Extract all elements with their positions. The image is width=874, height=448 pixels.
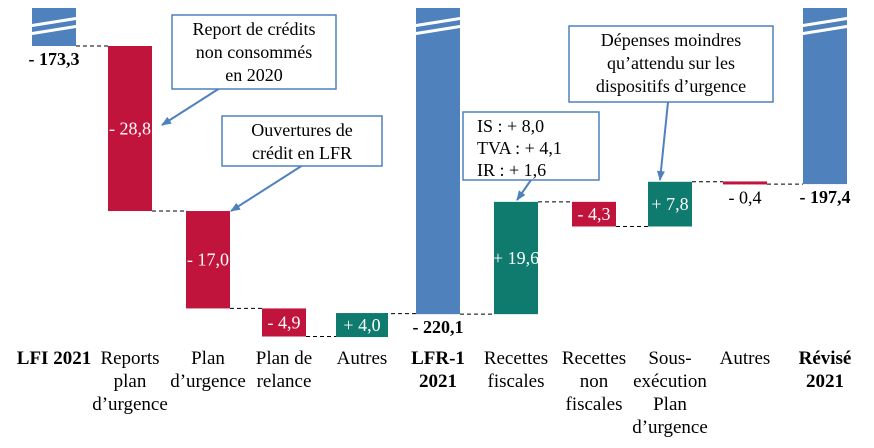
value-label-lfi-2021: - 173,3 [29,49,80,69]
category-label-sous-execution: Sous-exécution Plan d’urgence [632,348,708,438]
value-label-reports-plan-urgence: - 28,8 [109,119,151,139]
annotation-box [171,14,337,90]
value-label-recettes-non-fiscales: - 4,3 [578,204,611,224]
category-label-autres-1: Autres [337,348,388,369]
annotation-text: IS : + 8,0 TVA : + 4,1 IR : + 1,6 [477,116,562,180]
annotation-text: Report de crédits non consommés en 2020 [193,19,316,85]
value-label-autres-1: + 4,0 [343,315,380,335]
value-label-revise-2021: - 197,4 [800,187,851,207]
bar-recettes-fiscales [494,201,538,315]
annotation-ouvertures-credit: Ouvertures de crédit en LFR [221,115,383,212]
value-label-sous-execution: + 7,8 [651,194,688,214]
axis-break-mark [799,24,851,36]
category-label-autres-2: Autres [720,348,771,369]
annotation-box [568,25,774,103]
value-label-plan-urgence: - 17,0 [187,250,229,270]
value-labels: - 173,3 - 28,8 - 17,0 - 4,9 + 4,0 - 220,1 + 19… [29,49,851,337]
bar-autres-2 [723,181,767,185]
bar-plan-urgence [186,211,230,309]
bar-revise-2021 [803,8,847,185]
bar-plan-relance [262,308,306,337]
annotation-arrow [516,179,532,201]
category-label-lfr1-2021: LFR-1 2021 [411,348,465,392]
category-label-plan-urgence: Plan d’urgence [170,348,246,392]
annotation-box [462,111,600,181]
category-label-recettes-fiscales: Recettes fiscales [484,348,548,392]
bar-recettes-non-fiscales [572,201,616,227]
annotations: Report de crédits non consommés en 2020 Ouv… [161,14,774,212]
category-label-plan-relance: Plan de relance [256,348,312,392]
annotation-depenses-moindres: Dépenses moindres qu’attendu sur les dispo… [568,25,774,181]
annotation-arrow [656,101,669,181]
annotation-arrow [161,87,221,126]
value-label-plan-relance: - 4,9 [268,312,301,332]
axis-break-mark [412,24,464,36]
value-label-lfr1-2021: - 220,1 [413,317,464,337]
bar-sous-execution [648,181,692,227]
axis-break-mark [799,16,851,28]
category-label-revise-2021: Révisé 2021 [799,348,852,392]
category-label-reports-plan-urgence: Reports plan d’urgence [92,348,168,415]
annotation-text: Dépenses moindres qu’attendu sur les dispo… [596,30,746,96]
annotation-text: Ouvertures de crédit en LFR [251,120,352,163]
axis-break-mark [28,16,80,28]
category-label-recettes-non-fiscales: Recettes non fiscales [562,348,626,415]
bars [32,8,847,337]
annotation-report-credits: Report de crédits non consommés en 2020 [161,14,337,126]
value-label-box [336,313,388,338]
axis-break-mark [412,16,464,28]
bar-lfr1-2021 [416,8,460,315]
annotation-arrow [230,164,304,212]
axis-break-mark [28,24,80,36]
annotation-box [221,115,383,167]
category-label-lfi-2021: LFI 2021 [17,348,91,369]
axis-breaks [28,16,851,36]
value-label-autres-2: - 0,4 [729,187,762,207]
connector-lines [76,45,803,338]
value-label-recettes-fiscales: + 19,6 [493,248,539,268]
annotation-recettes-detail: IS : + 8,0 TVA : + 4,1 IR : + 1,6 [462,111,600,201]
bar-reports-plan-urgence [108,46,152,212]
